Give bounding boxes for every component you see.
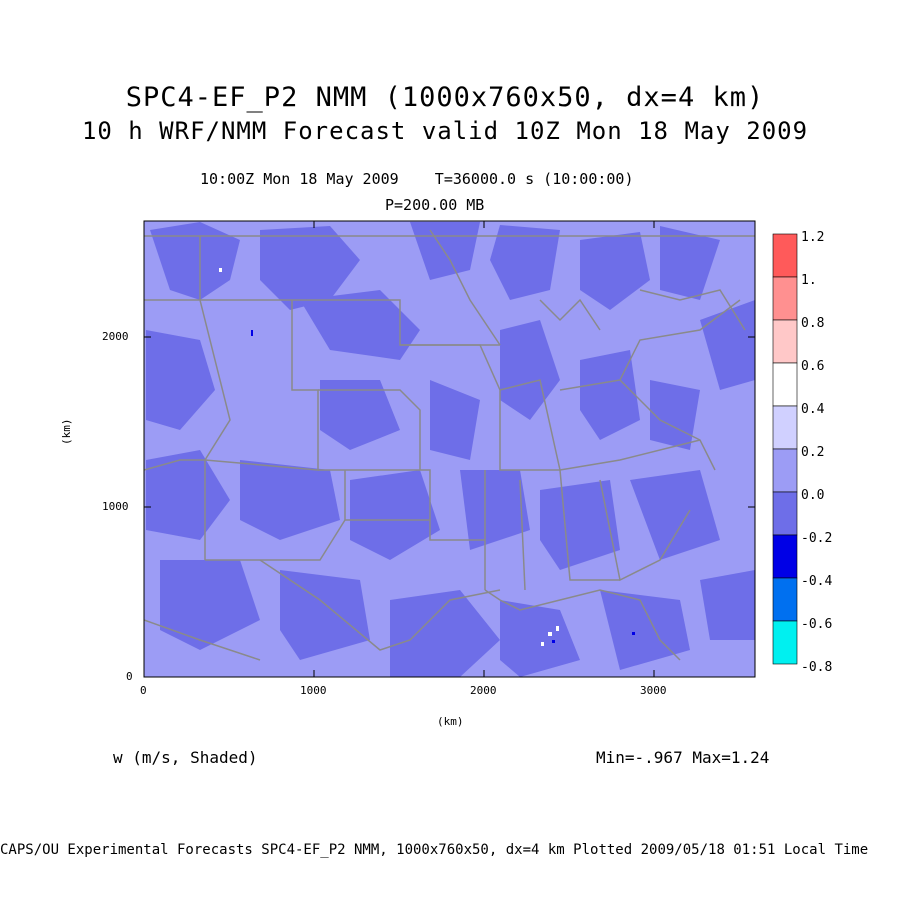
colorbar-swatch xyxy=(772,448,798,493)
y-tick-label: 1000 xyxy=(102,500,129,513)
colorbar-swatch xyxy=(772,276,798,321)
colorbar-label: -0.6 xyxy=(801,617,833,632)
colorbar-label: 0.2 xyxy=(801,445,825,460)
colorbar-swatch xyxy=(772,577,798,622)
colorbar-swatch xyxy=(772,620,798,665)
y-tick-label: 0 xyxy=(126,670,133,683)
strong-updraft-cells xyxy=(219,268,559,646)
colorbar-label: -0.4 xyxy=(801,574,833,589)
y-tick-label: 2000 xyxy=(102,330,129,343)
plot-frame xyxy=(143,220,756,678)
strong-downdraft-cells xyxy=(251,330,635,643)
colorbar-label: 1. xyxy=(801,273,817,288)
x-axis-ticks xyxy=(143,221,655,677)
min-max-label: Min=-.967 Max=1.24 xyxy=(596,748,770,767)
colorbar-label: 1.2 xyxy=(801,230,825,245)
colorbar-label: -0.2 xyxy=(801,531,833,546)
x-axis-label: (km) xyxy=(437,715,464,728)
colorbar xyxy=(772,233,798,665)
colorbar-label: 0.6 xyxy=(801,359,825,374)
colorbar-swatch xyxy=(772,534,798,579)
colorbar-swatch xyxy=(772,405,798,450)
colorbar-label: 0.8 xyxy=(801,316,825,331)
colorbar-swatch xyxy=(772,491,798,536)
negative-w-regions xyxy=(146,222,755,677)
x-tick-label: 2000 xyxy=(470,684,497,697)
colorbar-label: 0.4 xyxy=(801,402,825,417)
x-tick-label: 3000 xyxy=(640,684,667,697)
valid-time-label: 10:00Z Mon 18 May 2009 T=36000.0 s (10:0… xyxy=(200,170,634,188)
chart-title: SPC4-EF_P2 NMM (1000x760x50, dx=4 km) xyxy=(125,82,765,113)
colorbar-label: -0.8 xyxy=(801,660,833,675)
x-tick-label: 0 xyxy=(140,684,147,697)
colorbar-swatch xyxy=(772,362,798,407)
colorbar-swatch xyxy=(772,319,798,364)
footer-credit: CAPS/OU Experimental Forecasts SPC4-EF_P… xyxy=(0,842,869,858)
colorbar-swatch xyxy=(772,233,798,278)
pressure-level-label: P=200.00 MB xyxy=(385,196,485,214)
chart-subtitle: 10 h WRF/NMM Forecast valid 10Z Mon 18 M… xyxy=(81,117,809,145)
y-axis-label: (km) xyxy=(60,418,73,446)
x-tick-label: 1000 xyxy=(300,684,327,697)
colorbar-label: 0.0 xyxy=(801,488,825,503)
variable-label: w (m/s, Shaded) xyxy=(113,748,258,767)
state-boundaries xyxy=(144,229,755,661)
y-axis-ticks xyxy=(144,336,755,678)
